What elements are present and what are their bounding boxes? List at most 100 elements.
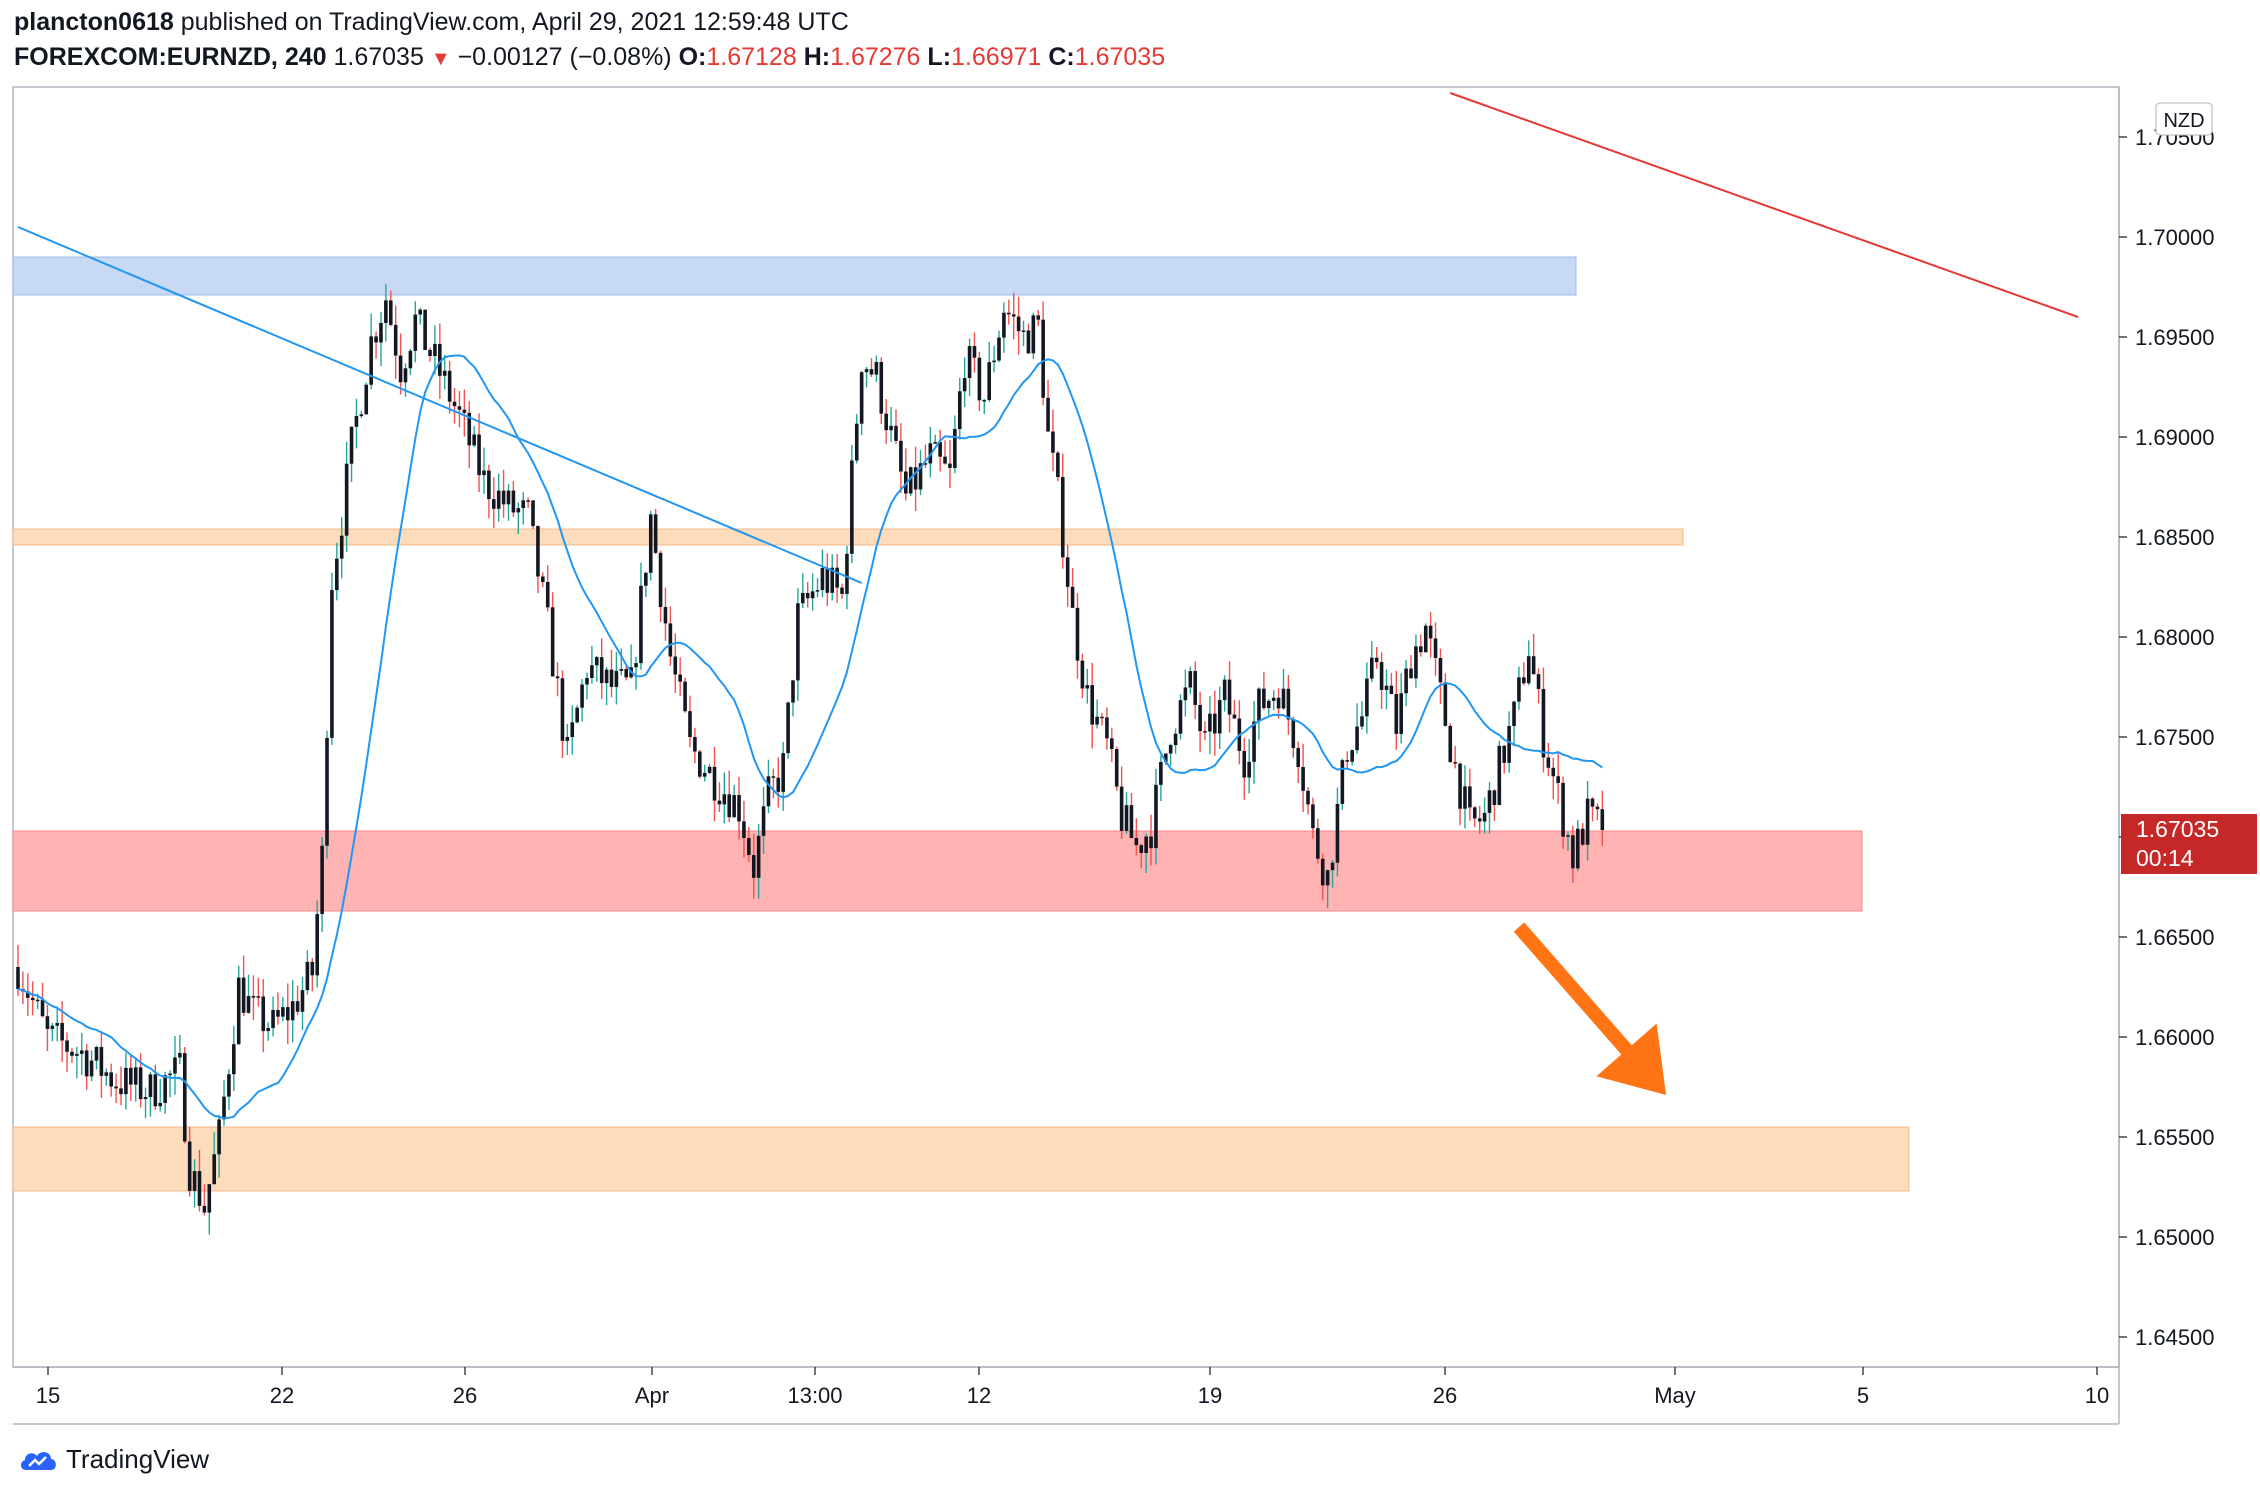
time-axis[interactable]: 15 22 26 Apr 13:00 12 19 26 May 5 10 xyxy=(36,1367,2109,1408)
candle-body xyxy=(1419,646,1423,653)
candle-body xyxy=(737,795,741,822)
high-value: 1.67276 xyxy=(830,43,921,71)
candle-body xyxy=(702,772,707,777)
candle-body xyxy=(1335,803,1340,863)
candle-body xyxy=(1041,319,1045,398)
y-tick-label: 1.69000 xyxy=(2135,425,2215,450)
candle-body xyxy=(884,413,888,431)
down-arrow-icon: ▼ xyxy=(430,48,451,70)
candle-body xyxy=(712,766,717,801)
candle-body xyxy=(850,460,854,554)
candle-body xyxy=(614,670,619,687)
high-label: H: xyxy=(803,43,831,71)
candle-body xyxy=(261,996,266,1032)
candle-body xyxy=(658,552,663,608)
candle-body xyxy=(241,977,246,1013)
candle-body xyxy=(663,607,668,624)
candle-body xyxy=(506,490,511,505)
candle-body xyxy=(644,572,648,586)
symbol-name[interactable]: FOREXCOM:EURNZD, 240 xyxy=(14,43,327,71)
author-name[interactable]: plancton0618 xyxy=(14,8,174,36)
candle-body xyxy=(727,794,732,818)
candle-body xyxy=(452,401,457,407)
current-price-tag: 1.67035 00:14 xyxy=(2121,814,2257,874)
candle-body xyxy=(236,977,241,1045)
candle-body xyxy=(859,372,864,424)
candle-body xyxy=(379,322,383,343)
candle-body xyxy=(1522,677,1526,684)
candle-body xyxy=(1350,750,1354,762)
candle-body xyxy=(1266,700,1271,709)
candle-body xyxy=(1227,679,1232,715)
candle-body xyxy=(1291,719,1296,749)
candle-body xyxy=(526,500,530,502)
candle-body xyxy=(1551,767,1556,777)
candle-body xyxy=(1526,656,1531,684)
candle-body xyxy=(648,514,653,573)
candle-body xyxy=(1497,745,1502,806)
candle-body xyxy=(1325,870,1330,886)
candle-body xyxy=(756,835,761,878)
candle-body xyxy=(447,370,452,402)
candle-body xyxy=(295,1001,300,1012)
x-tick-label: 26 xyxy=(453,1383,477,1408)
candle-body xyxy=(75,1053,79,1056)
candle-body xyxy=(482,470,486,476)
candle-body xyxy=(845,553,849,594)
candle-body xyxy=(673,656,678,675)
candle-body xyxy=(403,368,408,383)
candle-body xyxy=(918,463,923,490)
candle-body xyxy=(70,1051,74,1056)
candle-body xyxy=(634,663,638,668)
price-axis[interactable]: 1.705001.700001.695001.690001.685001.680… xyxy=(2119,125,2215,1350)
currency-badge[interactable]: NZD xyxy=(2155,102,2213,136)
candlestick-chart[interactable]: 1.705001.700001.695001.690001.685001.680… xyxy=(0,0,2260,1440)
candle-body xyxy=(1124,805,1129,831)
candle-body xyxy=(1556,776,1560,783)
candle-body xyxy=(580,684,584,708)
candle-body xyxy=(467,412,472,446)
candle-body xyxy=(815,590,820,592)
candle-body xyxy=(1070,586,1075,608)
candle-body xyxy=(133,1067,138,1085)
candle-body xyxy=(536,525,540,577)
y-tick-label: 1.70000 xyxy=(2135,225,2215,250)
candle-body xyxy=(1409,668,1413,679)
candle-body xyxy=(555,676,560,679)
current-price-label: 1.67035 xyxy=(2136,816,2219,842)
candle-body xyxy=(1468,786,1472,808)
tradingview-brand[interactable]: TradingView xyxy=(18,1444,209,1475)
candle-body xyxy=(801,592,805,604)
candle-body xyxy=(1159,761,1163,785)
y-tick-label: 1.65000 xyxy=(2135,1225,2215,1250)
candle-body xyxy=(1379,662,1384,690)
candle-body xyxy=(344,463,349,536)
candle-body xyxy=(50,1025,55,1029)
candle-body xyxy=(967,346,972,379)
candle-body xyxy=(1330,862,1335,871)
candle-body xyxy=(1311,804,1315,829)
candle-body xyxy=(65,1040,69,1052)
candle-body xyxy=(948,463,952,468)
candle-body xyxy=(707,766,712,773)
candle-body xyxy=(335,558,339,591)
candle-body xyxy=(153,1074,158,1107)
candle-body xyxy=(889,425,893,431)
published-text: published on TradingView.com, April 29, … xyxy=(180,8,849,36)
y-tick-label: 1.64500 xyxy=(2135,1325,2215,1350)
bearish-projection-arrow xyxy=(1513,922,1667,1095)
candle-body xyxy=(1011,314,1016,317)
candle-body xyxy=(820,568,825,591)
candle-body xyxy=(879,362,884,414)
candle-body xyxy=(1149,836,1153,849)
candle-body xyxy=(957,391,962,430)
candle-body xyxy=(202,1205,207,1213)
candle-body xyxy=(722,794,727,805)
candle-body xyxy=(869,369,874,375)
candle-body xyxy=(1316,828,1320,859)
candle-body xyxy=(1600,809,1605,830)
candle-body xyxy=(457,406,462,410)
candle-body xyxy=(639,585,643,664)
candle-body xyxy=(1007,312,1011,315)
candle-body xyxy=(1208,713,1212,732)
